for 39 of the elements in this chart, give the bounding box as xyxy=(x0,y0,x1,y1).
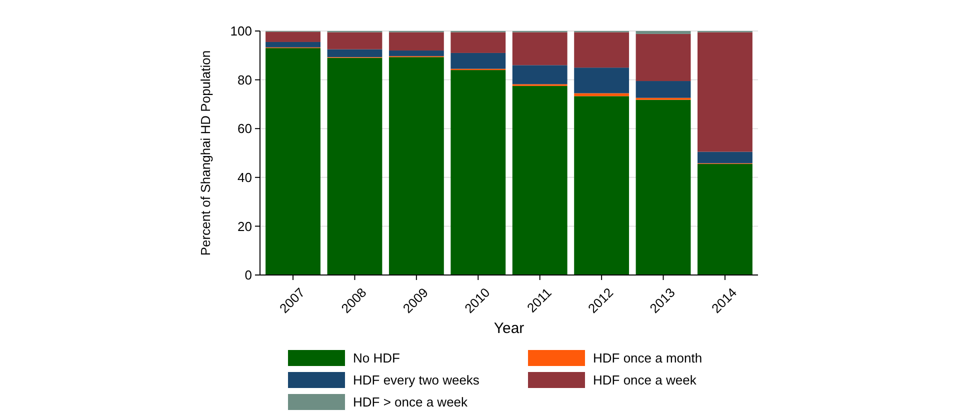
bar xyxy=(327,32,382,50)
y-tick-label: 0 xyxy=(244,268,252,283)
bar xyxy=(266,48,320,275)
bar xyxy=(327,58,382,275)
y-tick-label: 60 xyxy=(238,121,252,136)
legend-label: HDF > once a week xyxy=(353,394,468,410)
y-axis-title: Percent of Shanghai HD Population xyxy=(198,50,213,256)
bar xyxy=(636,34,691,82)
bar xyxy=(574,32,630,68)
bar xyxy=(698,164,752,275)
legend-label: HDF once a week xyxy=(593,372,697,388)
bar xyxy=(574,93,630,96)
bar xyxy=(512,32,568,66)
bar xyxy=(698,32,752,152)
bar xyxy=(450,52,506,69)
x-axis-title: Year xyxy=(494,320,524,337)
bar xyxy=(574,96,630,275)
bar xyxy=(574,68,630,94)
bar xyxy=(450,32,506,53)
y-tick-label: 100 xyxy=(230,24,252,39)
bar xyxy=(327,49,382,58)
bar xyxy=(266,32,320,42)
bar xyxy=(388,57,444,275)
bar xyxy=(450,70,506,275)
bar xyxy=(698,152,752,164)
bar xyxy=(636,31,691,34)
bar xyxy=(512,65,568,84)
bar xyxy=(636,100,691,275)
y-tick-label: 40 xyxy=(238,170,252,185)
y-tick-label: 20 xyxy=(238,218,252,234)
bar xyxy=(388,50,444,56)
bar xyxy=(388,32,444,51)
bar xyxy=(266,42,320,48)
bar xyxy=(512,86,568,275)
legend-label: HDF every two weeks xyxy=(353,372,480,388)
legend-label: HDF once a month xyxy=(593,350,702,366)
bar xyxy=(636,81,691,98)
y-tick-label: 80 xyxy=(238,72,252,88)
legend-label: No HDF xyxy=(353,350,400,366)
